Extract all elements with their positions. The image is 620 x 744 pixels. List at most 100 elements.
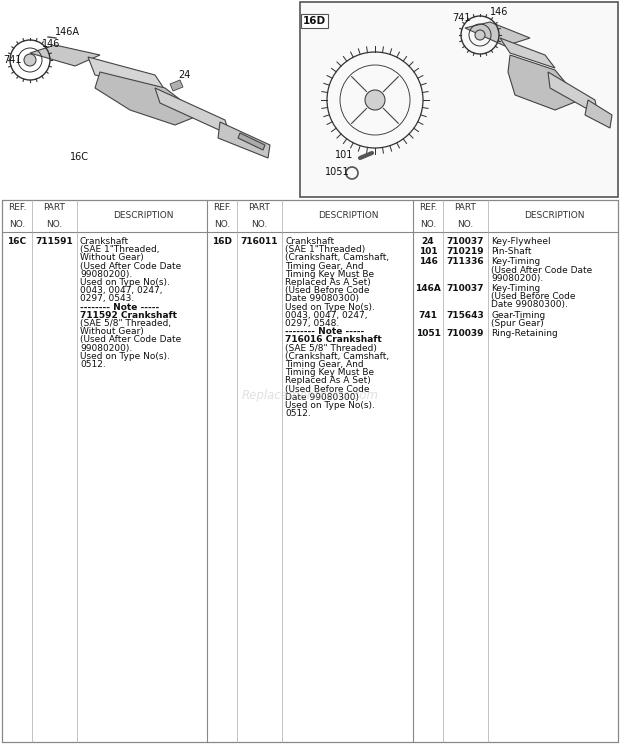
Text: Replaced As A Set): Replaced As A Set) <box>285 376 371 385</box>
Text: (SAE 1"Threaded): (SAE 1"Threaded) <box>285 246 365 254</box>
Text: (SAE 1"Threaded,: (SAE 1"Threaded, <box>80 246 159 254</box>
Text: Used on Type No(s).: Used on Type No(s). <box>285 303 375 312</box>
Text: (Used Before Code: (Used Before Code <box>491 292 575 301</box>
Text: Without Gear): Without Gear) <box>80 327 144 336</box>
Text: -------- Note -----: -------- Note ----- <box>285 327 365 336</box>
Polygon shape <box>500 38 555 68</box>
Text: Timing Gear, And: Timing Gear, And <box>285 360 363 369</box>
Text: Used on Type No(s).: Used on Type No(s). <box>80 352 170 361</box>
Text: Ring-Retaining: Ring-Retaining <box>491 329 558 338</box>
Text: 741: 741 <box>418 310 438 320</box>
Text: 146: 146 <box>490 7 508 17</box>
Text: 146A: 146A <box>55 27 80 37</box>
Text: NO.: NO. <box>9 220 25 229</box>
Polygon shape <box>88 57 165 90</box>
Text: Without Gear): Without Gear) <box>80 254 144 263</box>
Text: Replaced As A Set): Replaced As A Set) <box>285 278 371 287</box>
Text: Timing Key Must Be: Timing Key Must Be <box>285 368 374 377</box>
Text: Key-Flywheel: Key-Flywheel <box>491 237 551 246</box>
Polygon shape <box>585 100 612 128</box>
Text: NO.: NO. <box>420 220 436 229</box>
Text: (Used Before Code: (Used Before Code <box>285 385 370 394</box>
Text: 711591: 711591 <box>35 237 73 246</box>
Text: (Crankshaft, Camshaft,: (Crankshaft, Camshaft, <box>285 254 389 263</box>
Text: NO.: NO. <box>46 220 63 229</box>
Text: 16C: 16C <box>70 152 89 162</box>
Circle shape <box>365 90 385 110</box>
Text: Gear-Timing: Gear-Timing <box>491 310 545 320</box>
Text: 710039: 710039 <box>447 329 484 338</box>
Polygon shape <box>95 72 200 125</box>
Text: 16D: 16D <box>212 237 232 246</box>
Circle shape <box>475 30 485 40</box>
Text: Timing Gear, And: Timing Gear, And <box>285 262 363 271</box>
Text: 1051: 1051 <box>325 167 350 177</box>
Text: 711336: 711336 <box>446 257 484 266</box>
Text: Timing Key Must Be: Timing Key Must Be <box>285 270 374 279</box>
Text: REF.: REF. <box>419 203 437 212</box>
Text: 1051: 1051 <box>415 329 440 338</box>
Text: 710037: 710037 <box>447 237 484 246</box>
Text: Crankshaft: Crankshaft <box>285 237 334 246</box>
Text: Date 99080300): Date 99080300) <box>285 295 359 304</box>
Text: DESCRIPTION: DESCRIPTION <box>113 211 173 220</box>
Text: REF.: REF. <box>213 203 231 212</box>
Polygon shape <box>238 133 265 150</box>
Bar <box>300 2 618 197</box>
Text: 16D: 16D <box>303 16 326 26</box>
Text: 0512.: 0512. <box>285 409 311 418</box>
Text: NO.: NO. <box>458 220 474 229</box>
Text: Used on Type No(s).: Used on Type No(s). <box>80 278 170 287</box>
Text: Key-Timing: Key-Timing <box>491 284 540 293</box>
Text: 716011: 716011 <box>241 237 278 246</box>
Text: 0043, 0047, 0247,: 0043, 0047, 0247, <box>285 311 368 320</box>
Text: DESCRIPTION: DESCRIPTION <box>317 211 378 220</box>
Text: 0297, 0543.: 0297, 0543. <box>80 295 135 304</box>
Text: 0043, 0047, 0247,: 0043, 0047, 0247, <box>80 286 162 295</box>
Text: 715643: 715643 <box>446 310 484 320</box>
Text: (SAE 5/8" Threaded): (SAE 5/8" Threaded) <box>285 344 377 353</box>
Text: 101: 101 <box>335 150 353 160</box>
Text: REF.: REF. <box>8 203 26 212</box>
Text: 0512.: 0512. <box>80 360 106 369</box>
Text: Pin-Shaft: Pin-Shaft <box>491 247 531 256</box>
Text: 24: 24 <box>422 237 435 246</box>
Text: 716016 Crankshaft: 716016 Crankshaft <box>285 336 382 344</box>
Text: 146A: 146A <box>415 284 441 293</box>
Text: (SAE 5/8" Threaded,: (SAE 5/8" Threaded, <box>80 319 171 328</box>
Circle shape <box>24 54 36 66</box>
Text: 741: 741 <box>3 55 22 65</box>
Text: DESCRIPTION: DESCRIPTION <box>524 211 584 220</box>
Text: Key-Timing: Key-Timing <box>491 257 540 266</box>
Polygon shape <box>508 55 580 110</box>
Text: 101: 101 <box>418 247 437 256</box>
Text: 711592 Crankshaft: 711592 Crankshaft <box>80 311 177 320</box>
Text: NO.: NO. <box>214 220 230 229</box>
Text: (Used After Code Date: (Used After Code Date <box>491 266 592 275</box>
Text: 99080200).: 99080200). <box>80 344 132 353</box>
Text: Crankshaft: Crankshaft <box>80 237 129 246</box>
Polygon shape <box>155 88 230 135</box>
Text: 99080200).: 99080200). <box>491 274 543 283</box>
Polygon shape <box>30 45 100 66</box>
Polygon shape <box>465 22 530 46</box>
Text: 710219: 710219 <box>446 247 484 256</box>
Text: 99080200).: 99080200). <box>80 270 132 279</box>
Text: Date 99080300): Date 99080300) <box>285 393 359 402</box>
Text: 710037: 710037 <box>447 284 484 293</box>
Text: 146: 146 <box>418 257 438 266</box>
Text: ReplacementParts.com: ReplacementParts.com <box>242 388 378 402</box>
Text: Used on Type No(s).: Used on Type No(s). <box>285 401 375 410</box>
Text: Date 99080300).: Date 99080300). <box>491 301 568 310</box>
Text: (Used After Code Date: (Used After Code Date <box>80 262 181 271</box>
Text: NO.: NO. <box>251 220 268 229</box>
Text: PART: PART <box>454 203 476 212</box>
Bar <box>2 200 618 742</box>
Text: -------- Note -----: -------- Note ----- <box>80 303 159 312</box>
Text: (Used After Code Date: (Used After Code Date <box>80 336 181 344</box>
Text: PART: PART <box>43 203 66 212</box>
Text: 24: 24 <box>178 70 190 80</box>
Text: (Spur Gear): (Spur Gear) <box>491 318 544 328</box>
Text: 0297, 0548.: 0297, 0548. <box>285 319 339 328</box>
Polygon shape <box>548 72 598 115</box>
